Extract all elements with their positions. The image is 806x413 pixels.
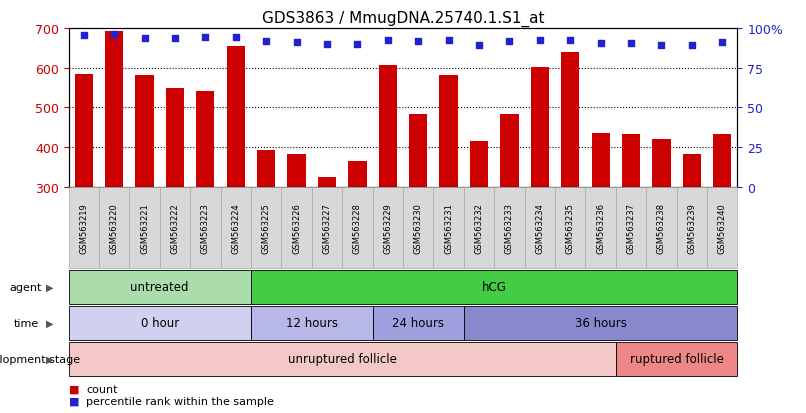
Bar	[439, 76, 458, 188]
Bar	[226, 47, 245, 188]
Bar	[652, 140, 671, 188]
Point	[442, 37, 455, 44]
Point	[199, 35, 212, 41]
Text: GSM563232: GSM563232	[475, 202, 484, 253]
Text: GSM563221: GSM563221	[140, 202, 149, 253]
Text: ▶: ▶	[46, 282, 53, 292]
Text: 24 hours: 24 hours	[393, 316, 444, 330]
Point	[168, 35, 181, 42]
Text: GDS3863 / MmugDNA.25740.1.S1_at: GDS3863 / MmugDNA.25740.1.S1_at	[262, 10, 544, 26]
Text: agent: agent	[10, 282, 42, 292]
Point	[472, 43, 485, 49]
Bar	[713, 135, 731, 188]
Bar	[257, 150, 276, 188]
Point	[564, 37, 577, 44]
Bar	[470, 142, 488, 188]
Bar	[592, 134, 610, 188]
Text: GSM563224: GSM563224	[231, 202, 240, 253]
Point	[381, 37, 394, 44]
Text: percentile rank within the sample: percentile rank within the sample	[86, 396, 274, 406]
Point	[290, 40, 303, 47]
Text: GSM563220: GSM563220	[110, 202, 118, 253]
Text: GSM563239: GSM563239	[688, 202, 696, 253]
Point	[655, 42, 668, 49]
Point	[351, 41, 364, 48]
Point	[534, 37, 546, 44]
Bar	[196, 92, 214, 188]
Text: count: count	[86, 384, 118, 394]
Text: GSM563229: GSM563229	[384, 202, 393, 253]
Text: unruptured follicle: unruptured follicle	[288, 352, 397, 366]
Text: GSM563230: GSM563230	[413, 202, 422, 253]
Text: time: time	[14, 318, 39, 328]
Point	[138, 35, 151, 42]
Text: ■: ■	[69, 396, 79, 406]
Text: ▶: ▶	[46, 354, 53, 364]
Bar	[409, 114, 427, 188]
Bar	[75, 74, 93, 188]
Bar	[105, 32, 123, 188]
Point	[108, 31, 121, 38]
Bar	[288, 155, 305, 188]
Bar	[135, 76, 154, 188]
Text: development stage: development stage	[0, 354, 80, 364]
Point	[685, 42, 698, 49]
Text: GSM563233: GSM563233	[505, 202, 514, 253]
Text: GSM563226: GSM563226	[292, 202, 301, 253]
Point	[594, 41, 607, 47]
Text: GSM563227: GSM563227	[322, 202, 331, 253]
Text: ■: ■	[69, 384, 79, 394]
Point	[412, 39, 425, 45]
Text: GSM563223: GSM563223	[201, 202, 210, 253]
Point	[77, 32, 90, 39]
Text: GSM563222: GSM563222	[170, 202, 180, 253]
Point	[716, 40, 729, 47]
Text: GSM563240: GSM563240	[718, 202, 727, 253]
Text: ruptured follicle: ruptured follicle	[629, 352, 724, 366]
Point	[503, 39, 516, 45]
Text: GSM563231: GSM563231	[444, 202, 453, 253]
Text: ▶: ▶	[46, 318, 53, 328]
Text: GSM563228: GSM563228	[353, 202, 362, 253]
Text: GSM563237: GSM563237	[626, 202, 636, 253]
Text: hCG: hCG	[482, 280, 507, 294]
Bar	[683, 155, 701, 188]
Bar	[379, 66, 397, 188]
Text: untreated: untreated	[131, 280, 189, 294]
Point	[321, 41, 334, 48]
Bar	[501, 114, 518, 188]
Bar	[530, 68, 549, 188]
Text: GSM563234: GSM563234	[535, 202, 544, 253]
Bar	[561, 53, 580, 188]
Text: GSM563225: GSM563225	[262, 202, 271, 253]
Text: 12 hours: 12 hours	[286, 316, 338, 330]
Bar	[622, 135, 640, 188]
Bar	[166, 89, 184, 188]
Point	[625, 41, 638, 47]
Text: 36 hours: 36 hours	[575, 316, 626, 330]
Text: GSM563236: GSM563236	[596, 202, 605, 253]
Point	[260, 38, 272, 45]
Text: GSM563238: GSM563238	[657, 202, 666, 253]
Point	[230, 35, 243, 41]
Bar	[318, 178, 336, 188]
Text: GSM563235: GSM563235	[566, 202, 575, 253]
Bar	[348, 161, 367, 188]
Text: 0 hour: 0 hour	[140, 316, 179, 330]
Text: GSM563219: GSM563219	[79, 202, 88, 253]
